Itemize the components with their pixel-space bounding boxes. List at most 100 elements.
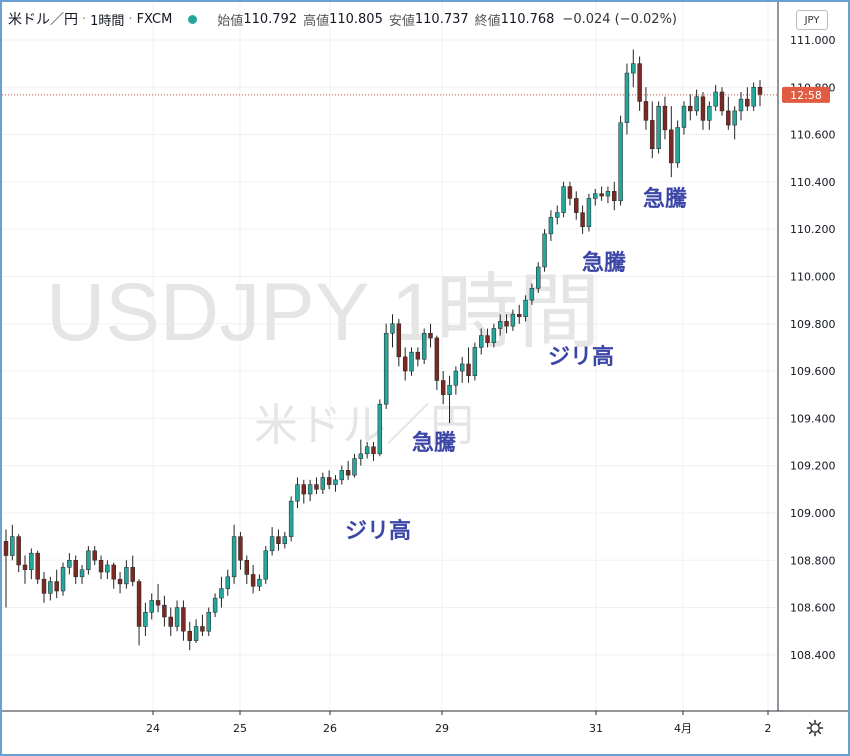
candle[interactable] [605,186,611,204]
candle[interactable] [542,229,547,272]
candle[interactable] [681,101,687,135]
candle[interactable] [453,366,459,395]
candle[interactable] [485,328,490,348]
candle[interactable] [269,527,275,556]
candle[interactable] [187,621,192,651]
candle[interactable] [593,188,598,206]
candle[interactable] [472,342,478,381]
candle[interactable] [231,524,237,584]
candle[interactable] [29,548,34,580]
candle[interactable] [624,63,630,135]
candle[interactable] [504,314,509,334]
candle[interactable] [143,602,148,636]
candle[interactable] [561,181,566,218]
candle[interactable] [757,80,763,107]
candle[interactable] [478,328,484,355]
candle[interactable] [618,115,623,206]
candle[interactable] [536,262,541,294]
candle[interactable] [60,562,66,596]
candle[interactable] [548,210,554,241]
candle[interactable] [193,619,199,644]
candle[interactable] [288,496,294,542]
candle[interactable] [415,347,421,367]
candle[interactable] [466,347,471,383]
candle[interactable] [244,555,249,584]
candle[interactable] [447,375,452,424]
candle[interactable] [491,323,497,348]
candle[interactable] [371,442,376,461]
candle[interactable] [301,479,307,504]
candle[interactable] [41,572,47,603]
candle[interactable] [675,120,680,168]
candle[interactable] [396,319,402,367]
candle[interactable] [631,49,636,88]
candle[interactable] [751,82,756,111]
candle[interactable] [352,453,357,478]
candle[interactable] [16,534,21,573]
candle[interactable] [295,477,300,509]
candle[interactable] [22,555,28,584]
candle[interactable] [238,531,243,570]
candle[interactable] [643,87,649,130]
candle[interactable] [688,94,693,121]
candle[interactable] [136,579,142,646]
candle[interactable] [48,576,53,601]
candle[interactable] [307,479,313,502]
interval-label[interactable]: 1時間 [90,13,125,29]
candle[interactable] [92,546,97,565]
candle[interactable] [79,564,85,584]
candle[interactable] [3,529,9,608]
candle[interactable] [326,470,332,490]
candle[interactable] [333,475,338,492]
candle[interactable] [86,546,91,575]
candle[interactable] [282,531,288,549]
candle[interactable] [409,347,414,376]
candle[interactable] [656,101,661,154]
candle[interactable] [212,593,218,618]
candle[interactable] [257,574,262,591]
candle[interactable] [130,555,135,587]
candle[interactable] [694,89,699,116]
candle[interactable] [459,356,465,383]
candle[interactable] [168,607,173,636]
candle[interactable] [498,314,503,336]
candle[interactable] [612,181,617,211]
candle[interactable] [523,295,528,322]
currency-badge[interactable]: JPY [796,10,828,30]
candle[interactable] [67,553,72,575]
candle[interactable] [669,106,674,178]
candle[interactable] [650,101,655,159]
candle[interactable] [124,560,129,589]
candle[interactable] [219,576,224,608]
candle[interactable] [517,304,522,324]
candle[interactable] [117,572,123,594]
candle[interactable] [440,371,446,405]
candle[interactable] [713,84,718,111]
candle[interactable] [428,323,433,348]
candle[interactable] [200,614,205,636]
candle[interactable] [707,101,712,130]
candle[interactable] [54,569,59,599]
candle[interactable] [383,323,389,409]
candle[interactable] [206,607,211,636]
candle[interactable] [555,205,560,225]
candle[interactable] [732,106,737,140]
candle[interactable] [250,564,256,594]
candle[interactable] [574,191,579,220]
candle[interactable] [320,472,326,495]
candle[interactable] [225,569,230,596]
candle[interactable] [181,600,186,641]
candle[interactable] [276,529,281,551]
candle[interactable] [567,181,573,206]
candle[interactable] [421,328,427,364]
candle[interactable] [98,555,104,580]
candle[interactable] [155,583,161,613]
candle[interactable] [434,335,440,390]
candle[interactable] [358,439,364,466]
candle[interactable] [263,546,268,584]
candle[interactable] [726,96,731,130]
candle[interactable] [345,460,351,480]
candle[interactable] [738,91,744,121]
candle[interactable] [149,593,154,620]
candle[interactable] [745,87,750,111]
